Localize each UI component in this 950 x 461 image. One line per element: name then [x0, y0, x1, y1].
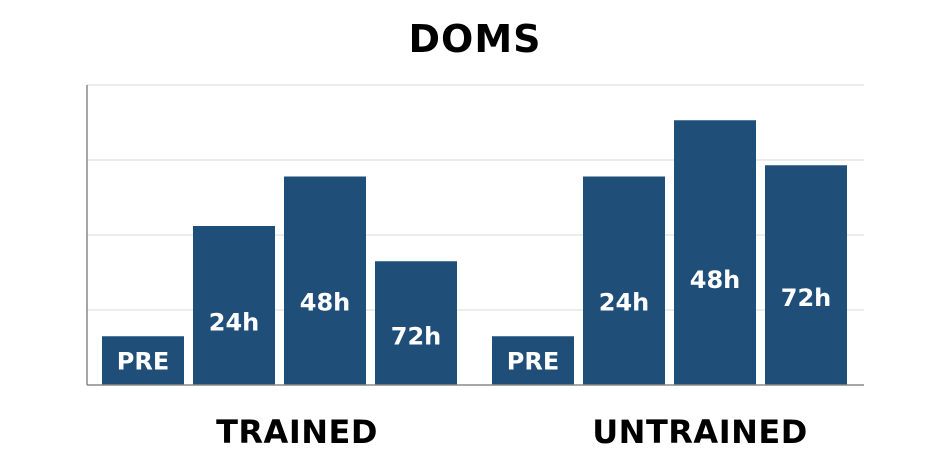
bar-label: PRE — [507, 348, 559, 376]
group-label-untrained: UNTRAINED — [592, 413, 808, 451]
group-label-trained: TRAINED — [216, 413, 378, 451]
bar-label: 48h — [300, 289, 350, 317]
bar-label: 48h — [690, 266, 740, 294]
bar-label: PRE — [117, 348, 169, 376]
bar-trained-48h — [284, 176, 366, 385]
bar-label: 24h — [599, 289, 649, 317]
bar-trained-72h — [375, 261, 457, 385]
bar-label: 72h — [781, 284, 831, 312]
bar-label: 72h — [391, 323, 441, 351]
bars: PRE 24h 48h 72h PRE 24h 48h 72h — [102, 120, 847, 385]
chart-title: DOMS — [408, 17, 541, 61]
bar-trained-24h — [193, 226, 275, 385]
group-labels: TRAINED UNTRAINED — [216, 413, 808, 451]
bar-untrained-48h — [674, 120, 756, 385]
bar-label: 24h — [209, 308, 259, 336]
bar-untrained-24h — [583, 176, 665, 385]
bar-untrained-72h — [765, 165, 847, 385]
bar-trained-pre — [102, 336, 184, 385]
axes — [86, 85, 864, 386]
bar-untrained-pre — [492, 336, 574, 385]
